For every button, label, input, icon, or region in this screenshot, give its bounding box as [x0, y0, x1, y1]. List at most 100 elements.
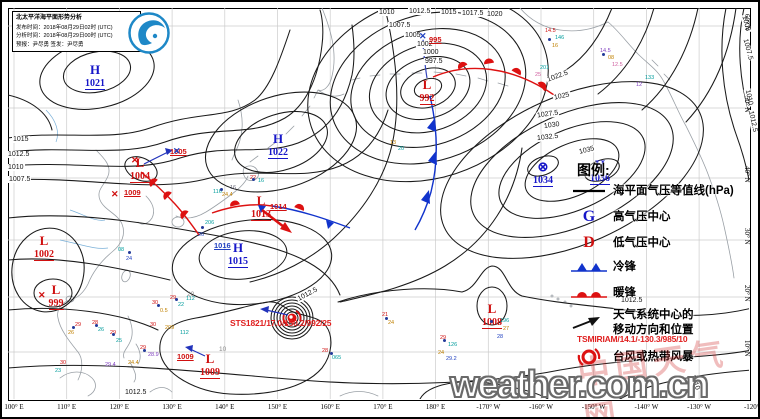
- axis-lon-label: 140° E: [215, 403, 235, 411]
- station-value: 24: [388, 320, 395, 326]
- legend-movement-line1: 天气系统中心的: [613, 309, 694, 321]
- station-value: 30: [60, 360, 67, 366]
- station-value: 24.4: [222, 192, 233, 198]
- station-dot: [220, 188, 223, 191]
- station-dot: [602, 53, 605, 56]
- legend-item-isobar: 海平面气压等值线(hPa): [565, 184, 734, 199]
- station-value: 146: [555, 35, 565, 41]
- axis-lon-label: -140° W: [634, 403, 659, 411]
- warm-front-northeast-asia: [140, 171, 200, 236]
- legend: 图例: 海平面气压等值线(hPa) G 高气压中心 D 低气压中心 冷锋: [565, 156, 760, 378]
- legend-item-high-center: G 高气压中心: [565, 208, 671, 226]
- x-mark: ✕: [419, 31, 427, 41]
- storm-label: STS1821/17.0/150.2/992/25: [230, 318, 332, 328]
- latitude-gridlines: [8, 25, 749, 353]
- isobar-label: 1012.5: [620, 297, 644, 304]
- station-value: 16: [230, 185, 237, 191]
- axis-lon-label: -150° W: [581, 403, 606, 411]
- axis-lon-label: 150° E: [267, 403, 288, 411]
- axis-lon-label: 170° E: [373, 403, 393, 411]
- station-value: 25: [116, 338, 123, 344]
- station-value: 08: [118, 247, 125, 253]
- station-value: 196: [500, 318, 510, 324]
- station-value: 29: [140, 345, 147, 351]
- isobar-label: 1005: [404, 32, 422, 39]
- meteorological-agency-logo-icon: [128, 12, 170, 54]
- pressure-center: L 992: [419, 77, 435, 105]
- isobar-label: 1025: [552, 91, 572, 102]
- movement-label: 1009: [177, 352, 194, 361]
- station-value: 28: [497, 334, 504, 340]
- isobar-label: 1012.5: [746, 109, 759, 134]
- station-value: 116: [213, 189, 222, 195]
- station-value: 14.5: [545, 28, 556, 34]
- station-value: 209: [165, 325, 175, 331]
- station-value: 29.4: [105, 362, 116, 368]
- station-dot: [175, 298, 178, 301]
- isobar-label: 1015: [12, 136, 30, 143]
- cold-front-aleutian: [414, 95, 437, 231]
- station-value: 25: [535, 72, 542, 78]
- axis-lon-label: 120° E: [109, 403, 130, 411]
- axis-lon-label: -120°: [743, 403, 760, 411]
- station-dot: [128, 251, 131, 254]
- isobar-label: 1010: [378, 9, 396, 16]
- chart-title: 北太平洋海平面形势分析: [16, 15, 83, 21]
- station-value: 13: [390, 140, 397, 146]
- station-value: 22: [178, 302, 185, 308]
- isobar-label: 1032.5: [535, 132, 560, 143]
- isobar-label: 1015: [440, 9, 458, 16]
- station-value: 26: [198, 232, 205, 238]
- station-value: 126: [448, 342, 458, 348]
- axis-lon-label: 180° E: [425, 403, 446, 411]
- movement-label: 995: [429, 35, 442, 44]
- station-value: 16: [258, 178, 265, 184]
- typhoon-icon: [565, 344, 613, 370]
- pressure-center: L 1013: [251, 193, 271, 221]
- isobar-label: 1012.5: [408, 8, 432, 15]
- station-dot: [443, 339, 446, 342]
- station-value: 29.2: [446, 356, 457, 362]
- station-dot: [157, 304, 160, 307]
- station-dot: [72, 326, 75, 329]
- map-frame: [8, 8, 751, 401]
- pressure-center: H 1022: [268, 131, 288, 159]
- pressure-center: L 1002: [34, 233, 54, 261]
- axis-lon-label: 130° E: [162, 403, 182, 411]
- legend-item-movement: 天气系统中心的 移动方向和位置: [565, 308, 694, 338]
- movement-label: 1016: [214, 241, 231, 250]
- station-dot: [143, 349, 146, 352]
- site-watermark: weather.com.cn: [449, 363, 710, 407]
- x-mark: ✕: [131, 155, 139, 165]
- station-value: 27: [503, 326, 510, 332]
- isobar-label: 1035: [577, 144, 597, 157]
- station-value: 24.4: [128, 360, 139, 366]
- isobar-label: 1007.5: [741, 37, 755, 62]
- pressure-center: H 1036: [590, 157, 610, 185]
- station-value: 20: [398, 146, 405, 152]
- cold-front-icon: [565, 261, 613, 274]
- isobar-label: 1002: [416, 41, 434, 48]
- isobar-label: 1000: [422, 49, 440, 56]
- isobar-label: 1030: [542, 120, 561, 131]
- station-value: 28: [322, 348, 329, 354]
- station-value: 14.5: [600, 48, 611, 54]
- low-center-symbol: D: [583, 234, 595, 251]
- isobar-label: 1012.5: [295, 285, 320, 304]
- station-value: 30: [150, 322, 157, 328]
- isobar-label: 1027.5: [535, 109, 560, 120]
- axis-lat-label: 60° N: [743, 14, 751, 31]
- movement-arrow-icon: [565, 314, 613, 332]
- warm-front-icon: [565, 286, 613, 300]
- pressure-center: ⊗ 1034: [533, 159, 553, 187]
- station-dot: [330, 352, 333, 355]
- analysis-info-box: 北太平洋海平面形势分析 发布时间：2018年08月29日02时 (UTC) 分析…: [12, 11, 141, 52]
- pressure-center: L1008: [469, 301, 515, 329]
- isobar-label: 1007.5: [8, 176, 32, 183]
- pressure-center: L 1004: [130, 155, 150, 183]
- movement-label: 1014: [270, 202, 287, 211]
- legend-item-cold-front: 冷锋: [565, 260, 636, 275]
- station-value: 21: [382, 312, 389, 318]
- isobar-line-icon: [565, 186, 613, 196]
